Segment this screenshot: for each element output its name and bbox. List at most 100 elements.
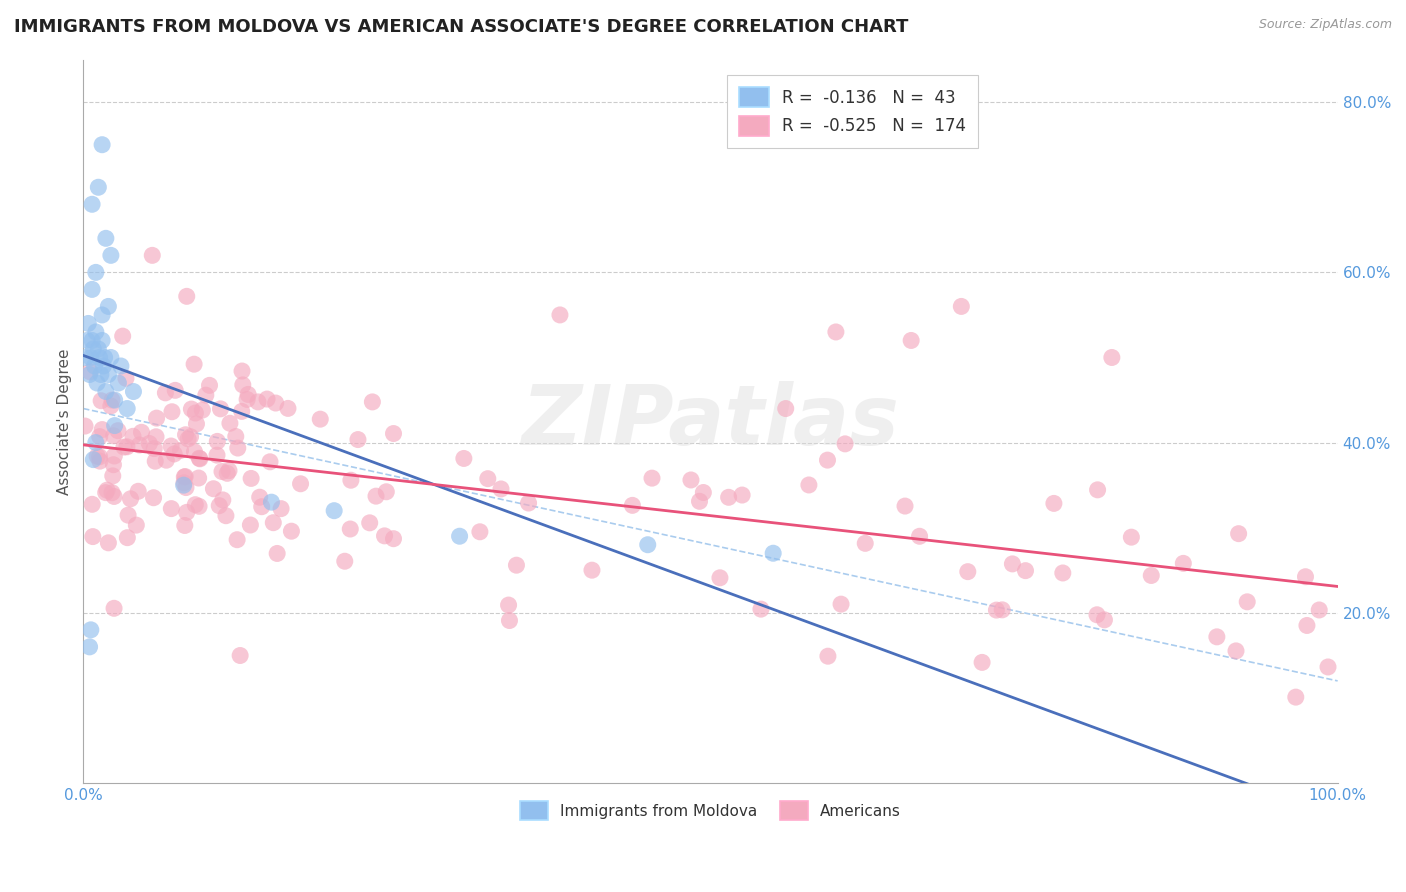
Point [950,300,973,314]
Point [77,317,100,331]
Point [489,482,512,496]
Point [122,384,145,399]
Text: Source: ZipAtlas.com: Source: ZipAtlas.com [1258,18,1392,31]
Point [110,359,132,373]
Point [84,265,107,279]
Point [80,351,103,365]
Point [347,433,370,447]
Point [498,614,520,628]
Point [176,289,198,303]
Point [797,478,820,492]
Point [1317,660,1340,674]
Point [817,649,839,664]
Point [1296,618,1319,632]
Point [174,427,197,442]
Point [97,536,120,550]
Point [340,473,363,487]
Point [115,401,138,416]
Point [100,248,122,262]
Point [82,497,104,511]
Point [103,458,125,472]
Point [250,500,273,514]
Point [186,417,208,431]
Point [101,393,124,408]
Point [155,385,177,400]
Point [122,429,145,443]
Point [101,485,124,500]
Point [198,378,221,392]
Point [333,554,356,568]
Point [143,454,166,468]
Point [115,440,138,454]
Point [128,438,150,452]
Point [169,443,191,458]
Point [90,393,112,408]
Point [830,597,852,611]
Point [270,501,292,516]
Point [900,334,922,348]
Y-axis label: Associate's Degree: Associate's Degree [58,348,72,494]
Point [453,451,475,466]
Point [173,518,195,533]
Point [138,436,160,450]
Point [1121,530,1143,544]
Point [1052,566,1074,580]
Point [956,565,979,579]
Point [84,325,107,339]
Point [89,450,111,464]
Point [236,392,259,407]
Point [187,471,209,485]
Point [80,334,103,348]
Point [1205,630,1227,644]
Point [266,546,288,560]
Point [188,500,211,514]
Point [173,478,195,492]
Point [82,530,104,544]
Point [86,376,108,390]
Point [1140,568,1163,582]
Point [249,490,271,504]
Point [970,656,993,670]
Point [191,403,214,417]
Point [517,496,540,510]
Point [834,437,856,451]
Point [143,442,166,456]
Point [1225,644,1247,658]
Point [91,334,114,348]
Point [231,404,253,418]
Point [84,435,107,450]
Point [163,447,186,461]
Point [93,359,115,373]
Point [180,402,202,417]
Point [240,471,263,485]
Point [184,406,207,420]
Point [548,308,571,322]
Point [1295,570,1317,584]
Point [239,518,262,533]
Point [155,453,177,467]
Point [749,602,772,616]
Point [621,499,644,513]
Point [709,571,731,585]
Point [1043,496,1066,510]
Point [692,485,714,500]
Point [120,491,142,506]
Point [125,518,148,533]
Point [477,472,499,486]
Point [991,603,1014,617]
Point [1285,690,1308,705]
Point [104,418,127,433]
Point [194,388,217,402]
Point [731,488,754,502]
Point [209,401,232,416]
Point [75,351,97,365]
Point [176,505,198,519]
Point [208,499,231,513]
Point [205,448,228,462]
Point [145,430,167,444]
Point [100,399,122,413]
Point [256,392,278,406]
Point [76,334,98,348]
Point [94,384,117,399]
Point [468,524,491,539]
